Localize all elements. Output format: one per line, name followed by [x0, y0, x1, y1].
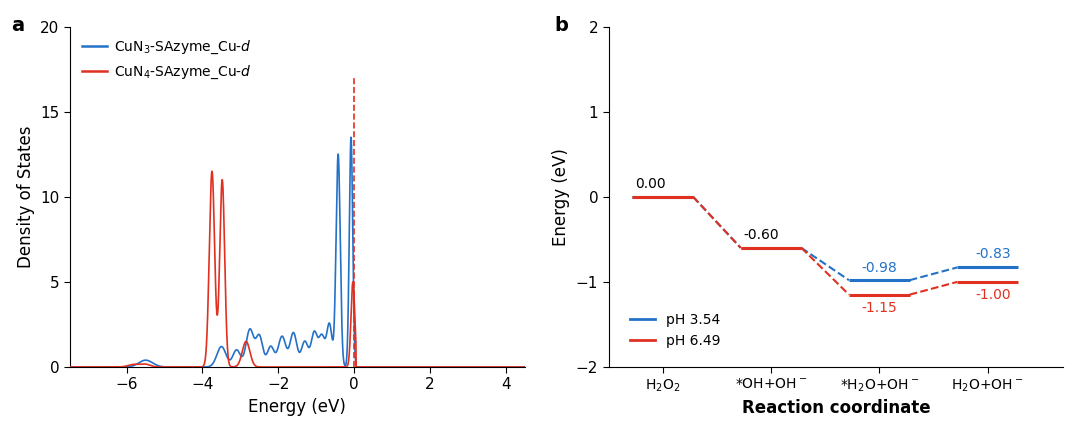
Text: -0.60: -0.60 [743, 228, 779, 242]
Y-axis label: Energy (eV): Energy (eV) [552, 148, 570, 246]
Text: a: a [11, 16, 24, 36]
Text: 0.00: 0.00 [635, 177, 665, 191]
Text: b: b [554, 16, 568, 36]
X-axis label: Energy (eV): Energy (eV) [248, 398, 347, 416]
Y-axis label: Density of States: Density of States [16, 125, 35, 268]
Text: -1.15: -1.15 [862, 301, 897, 315]
Text: -1.00: -1.00 [975, 288, 1011, 302]
Text: -0.98: -0.98 [862, 261, 897, 275]
X-axis label: Reaction coordinate: Reaction coordinate [742, 399, 930, 418]
Text: -0.83: -0.83 [975, 247, 1011, 261]
Legend: CuN$_3$-SAzyme_Cu-$d$, CuN$_4$-SAzyme_Cu-$d$: CuN$_3$-SAzyme_Cu-$d$, CuN$_4$-SAzyme_Cu… [77, 34, 258, 86]
Legend: pH 3.54, pH 6.49: pH 3.54, pH 6.49 [624, 307, 727, 353]
